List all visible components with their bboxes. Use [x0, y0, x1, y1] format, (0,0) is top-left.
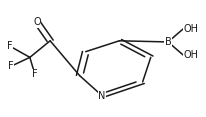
Text: N: N: [98, 91, 106, 101]
Text: OH: OH: [183, 24, 198, 34]
Text: B: B: [165, 37, 171, 47]
Text: F: F: [32, 69, 38, 79]
Text: F: F: [8, 62, 13, 71]
Text: O: O: [33, 17, 41, 27]
Text: OH: OH: [183, 50, 198, 60]
Text: F: F: [7, 41, 12, 51]
